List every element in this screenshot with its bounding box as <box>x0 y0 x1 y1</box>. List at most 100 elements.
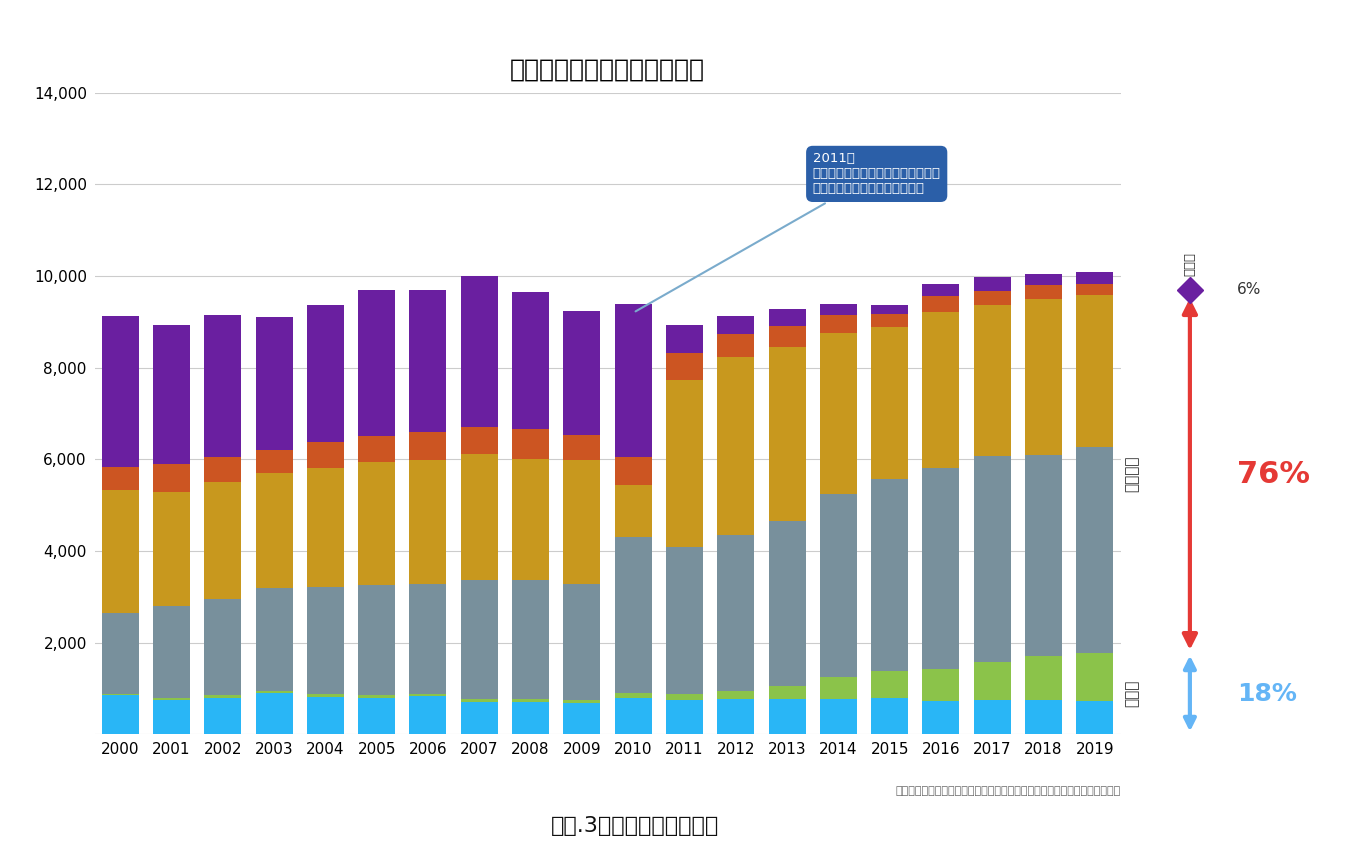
Bar <box>922 669 960 701</box>
Bar <box>358 695 396 698</box>
Bar <box>204 599 242 695</box>
Bar <box>204 482 242 599</box>
Bar <box>306 442 344 468</box>
Bar <box>153 698 190 700</box>
Bar <box>512 459 549 581</box>
Bar <box>819 494 857 677</box>
Bar <box>255 693 293 734</box>
Bar <box>871 305 909 314</box>
Bar <box>204 457 242 482</box>
Bar <box>614 538 652 693</box>
Bar <box>819 677 857 699</box>
Bar <box>1025 273 1062 285</box>
Text: 原子力: 原子力 <box>1184 252 1196 276</box>
Bar <box>768 699 806 734</box>
Text: 「図.3　日本の電源構成」: 「図.3 日本の電源構成」 <box>551 815 718 836</box>
Bar <box>1025 700 1062 734</box>
Bar <box>717 316 755 334</box>
Bar <box>1076 652 1114 701</box>
Bar <box>666 548 703 694</box>
Bar <box>153 325 190 464</box>
Bar <box>563 583 601 701</box>
Bar <box>512 429 549 459</box>
Bar <box>717 334 755 357</box>
Bar <box>717 535 755 691</box>
Bar <box>255 587 293 690</box>
Bar <box>460 454 498 581</box>
Bar <box>1076 284 1114 295</box>
Title: 日本における電源構成の推移: 日本における電源構成の推移 <box>510 57 705 81</box>
Bar <box>666 353 703 380</box>
Bar <box>255 450 293 473</box>
Bar <box>153 492 190 607</box>
Bar <box>819 315 857 333</box>
Bar <box>768 326 806 347</box>
Bar <box>563 311 601 435</box>
Bar <box>512 702 549 734</box>
Text: 2011年
東日本大震災による原発停止以降、
火力発電への依存が続いている: 2011年 東日本大震災による原発停止以降、 火力発電への依存が続いている <box>636 153 941 311</box>
Bar <box>255 317 293 450</box>
Text: 資源エネルギー庁・電源開発の概要データをもとにカノラマジャパンが作成: 資源エネルギー庁・電源開発の概要データをもとにカノラマジャパンが作成 <box>895 786 1120 796</box>
Bar <box>101 490 139 614</box>
Bar <box>460 276 498 427</box>
Bar <box>922 311 960 468</box>
Text: 6%: 6% <box>1237 282 1262 297</box>
Bar <box>819 304 857 315</box>
Bar <box>358 586 396 695</box>
Bar <box>306 305 344 442</box>
Bar <box>922 295 960 311</box>
Bar <box>871 698 909 734</box>
Bar <box>153 464 190 492</box>
Bar <box>101 467 139 490</box>
Bar <box>717 357 755 535</box>
Bar <box>306 587 344 695</box>
Bar <box>819 699 857 734</box>
Bar <box>922 468 960 669</box>
Text: 18%: 18% <box>1237 681 1297 706</box>
Bar <box>358 289 396 436</box>
Bar <box>409 432 447 460</box>
Bar <box>563 460 601 583</box>
Bar <box>973 700 1011 734</box>
Bar <box>973 291 1011 305</box>
Bar <box>1076 701 1114 734</box>
Bar <box>460 700 498 702</box>
Bar <box>1025 285 1062 299</box>
Bar <box>358 462 396 586</box>
Bar <box>871 479 909 671</box>
Bar <box>358 698 396 734</box>
Text: 76%: 76% <box>1237 459 1311 489</box>
Bar <box>922 284 960 295</box>
Bar <box>409 290 447 432</box>
Bar <box>512 292 549 429</box>
Bar <box>153 700 190 734</box>
Bar <box>871 327 909 479</box>
Bar <box>666 380 703 548</box>
Bar <box>819 333 857 494</box>
Bar <box>563 701 601 703</box>
Bar <box>614 484 652 538</box>
Bar <box>101 695 139 734</box>
Bar <box>1076 446 1114 652</box>
Bar <box>1025 299 1062 455</box>
Bar <box>563 703 601 734</box>
Bar <box>306 468 344 587</box>
Bar <box>871 314 909 327</box>
Bar <box>204 695 242 698</box>
Bar <box>409 583 447 694</box>
Bar <box>101 614 139 694</box>
Bar <box>666 694 703 700</box>
Bar <box>973 277 1011 291</box>
Bar <box>973 305 1011 456</box>
Bar <box>717 700 755 734</box>
Bar <box>614 693 652 698</box>
Bar <box>101 316 139 467</box>
Bar <box>1025 657 1062 700</box>
Bar <box>204 315 242 457</box>
Bar <box>614 698 652 734</box>
Bar <box>768 685 806 699</box>
Bar <box>306 695 344 696</box>
Bar <box>460 427 498 454</box>
Bar <box>973 662 1011 700</box>
Bar <box>768 347 806 521</box>
